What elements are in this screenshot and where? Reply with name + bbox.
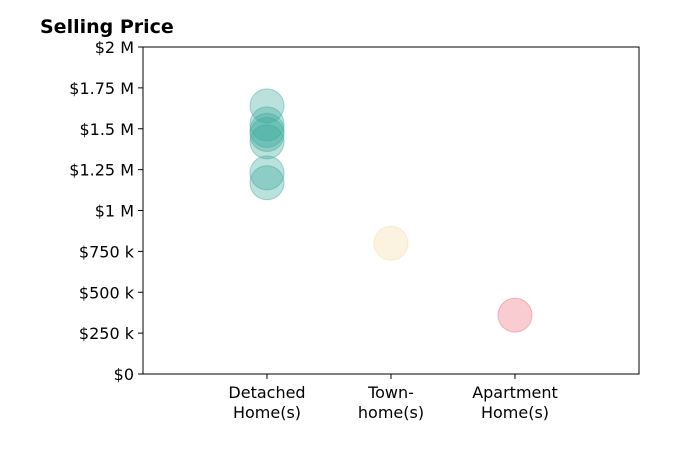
chart-title: Selling Price [40, 16, 174, 38]
x-tick-label-line: Detached [228, 383, 305, 402]
y-tick-label: $500 k [79, 283, 135, 302]
x-tick-label-line: Apartment [472, 383, 558, 402]
y-tick-label: $750 k [79, 242, 135, 261]
x-tick-label: Apartment Home(s) [472, 383, 558, 422]
y-tick-label: $1.5 M [79, 120, 134, 139]
y-axis: $0 $250 k $500 k $750 k $1 M $1.25 M $1.5 M $1.… [69, 38, 143, 384]
y-tick-label: $0 [114, 365, 134, 384]
data-points [249, 88, 533, 333]
x-tick-label: Detached Home(s) [228, 383, 305, 422]
y-tick-label: $250 k [79, 324, 135, 343]
plot-frame [142, 46, 640, 375]
data-point [249, 124, 285, 160]
y-tick-label: $1 M [95, 202, 134, 221]
x-tick-label-line: Town- [367, 383, 414, 402]
x-tick-label-line: home(s) [358, 403, 424, 422]
y-tick-label: $1.25 M [69, 161, 134, 180]
data-point [249, 106, 285, 142]
data-point [497, 297, 533, 333]
x-tick-label-line: Home(s) [481, 403, 549, 422]
data-point [249, 112, 285, 148]
data-point [249, 88, 285, 124]
x-tick-label-line: Home(s) [233, 403, 301, 422]
data-point [373, 225, 409, 261]
data-point [249, 165, 285, 201]
x-tick-label: Town-home(s) [358, 383, 424, 422]
data-point [249, 155, 285, 191]
y-tick-label: $2 M [95, 38, 134, 57]
x-axis: Detached Home(s)Town-home(s)Apartment Home… [228, 374, 558, 422]
y-tick-label: $1.75 M [69, 79, 134, 98]
data-point [249, 116, 285, 152]
